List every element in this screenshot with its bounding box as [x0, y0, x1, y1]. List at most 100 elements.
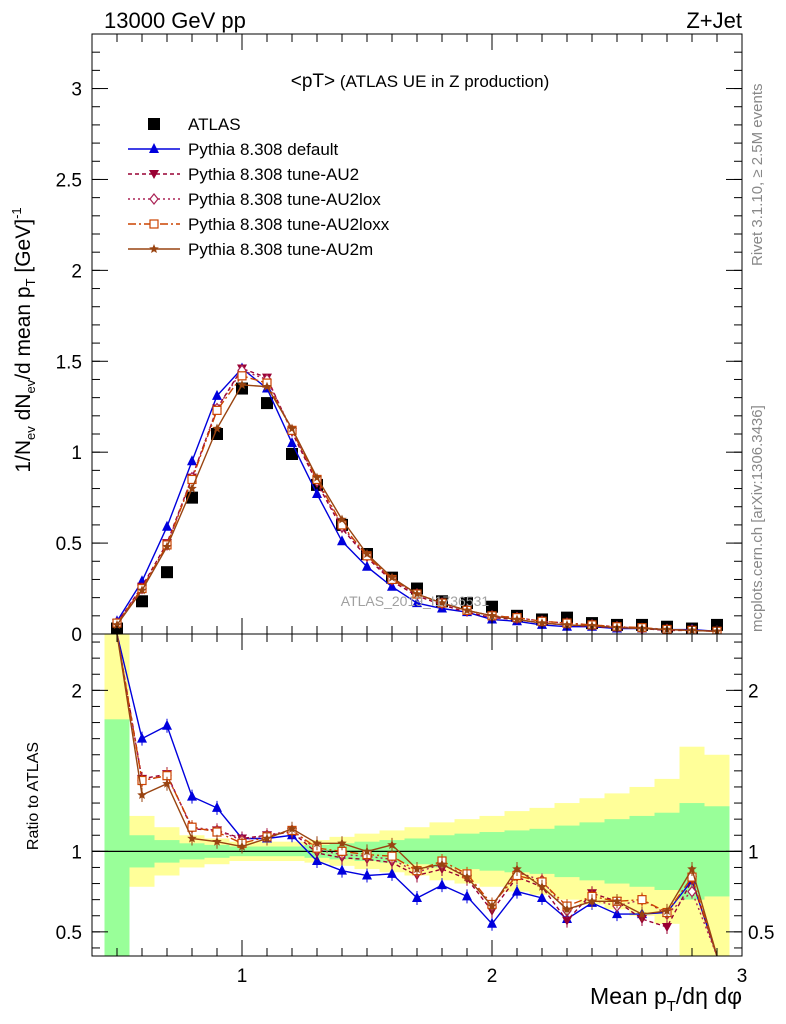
- ratio-x-tick-label: 3: [737, 966, 748, 987]
- legend-label-au2m: Pythia 8.308 tune-AU2m: [188, 240, 373, 259]
- ratio-y-axis-label: Ratio to ATLAS: [25, 742, 42, 850]
- legend-entry-au2m: Pythia 8.308 tune-AU2m: [128, 240, 373, 259]
- mcplots-reference-label: mcplots.cern.ch [arXiv:1306.3436]: [749, 405, 766, 632]
- ratio-point-default: [462, 890, 472, 901]
- ratio-point-au2m: [412, 864, 422, 874]
- legend-label-atlas: ATLAS: [188, 115, 241, 134]
- ratio-series-au2m: [116, 634, 718, 956]
- data-point-default: [162, 520, 172, 531]
- main-y-tick-label: 0: [71, 625, 82, 646]
- x-axis-label: Mean pT/dη dφ: [590, 983, 742, 1015]
- legend-marker-default: [149, 143, 159, 153]
- data-point-default: [362, 560, 372, 571]
- data-point-atlas: [136, 595, 148, 608]
- ratio-y-tick-label-right: 0.5: [748, 923, 774, 944]
- data-point-au2m: [437, 598, 447, 608]
- ratio-point-au2m: [262, 833, 272, 843]
- ratio-y-tick-label-right: 2: [748, 681, 759, 702]
- ratio-point-au2loxx: [637, 895, 647, 905]
- data-point-default: [287, 437, 297, 448]
- main-y-axis-label: 1/Nev dNev/d mean pT [GeV]-1: [9, 207, 38, 472]
- ratio-point-default: [512, 885, 522, 896]
- legend-entry-au2: Pythia 8.308 tune-AU2: [128, 165, 359, 184]
- ratio-point-au2m: [337, 838, 347, 848]
- data-point-au2m: [287, 423, 297, 433]
- ratio-data: [92, 634, 742, 956]
- main-y-tick-label: 2: [71, 261, 82, 282]
- ratio-point-default: [162, 719, 172, 730]
- legend-label-au2lox: Pythia 8.308 tune-AU2lox: [188, 190, 381, 209]
- ratio-point-au2m: [162, 778, 172, 788]
- ratio-y-tick-label: 2: [71, 681, 82, 702]
- uncertainty-band-inner: [104, 719, 130, 956]
- ratio-point-au2m: [137, 790, 147, 799]
- legend-label-au2loxx: Pythia 8.308 tune-AU2loxx: [188, 215, 390, 234]
- ratio-y-tick-label: 1: [71, 842, 82, 863]
- ratio-point-au2lox: [687, 885, 697, 898]
- ratio-point-au2loxx: [187, 822, 197, 832]
- data-point-au2m: [262, 381, 272, 391]
- ratio-point-au2m: [212, 836, 222, 846]
- legend-label-au2: Pythia 8.308 tune-AU2: [188, 165, 359, 184]
- data-point-au2m: [162, 541, 172, 551]
- data-point-atlas: [161, 566, 173, 579]
- ratio-point-au2m: [437, 859, 447, 869]
- ratio-series-default: [116, 634, 718, 956]
- data-point-au2loxx: [337, 520, 347, 530]
- data-point-au2m: [237, 379, 247, 389]
- rivet-version-label: Rivet 3.1.10, ≥ 2.5M events: [749, 84, 766, 267]
- ratio-y-tick-label-right: 1: [748, 842, 759, 863]
- header-process-label: Z+Jet: [686, 8, 742, 33]
- ratio-point-au2m: [637, 909, 647, 919]
- data-point-default: [312, 488, 322, 498]
- data-point-au2m: [462, 605, 472, 615]
- ratio-point-default: [387, 867, 397, 878]
- data-point-au2m: [337, 514, 347, 524]
- ratio-point-au2m: [487, 901, 497, 911]
- legend-marker-atlas: [148, 118, 160, 130]
- ratio-point-au2loxx: [137, 775, 147, 786]
- ratio-point-default: [187, 790, 197, 801]
- ratio-point-au2m: [462, 872, 472, 882]
- data-point-au2m: [487, 610, 497, 620]
- data-point-au2m: [387, 572, 397, 582]
- analysis-watermark: ATLAS_2019_I1736531: [341, 593, 490, 609]
- data-point-atlas: [286, 448, 298, 460]
- ratio-point-au2m: [187, 833, 197, 843]
- legend-marker-au2lox: [149, 193, 159, 205]
- ratio-point-au2m: [687, 864, 697, 874]
- data-point-atlas: [261, 397, 273, 410]
- legend: ATLAS Pythia 8.308 default Pythia 8.308 tu…: [128, 115, 390, 259]
- legend-entry-au2loxx: Pythia 8.308 tune-AU2loxx: [128, 215, 390, 234]
- main-y-tick-label: 1: [71, 443, 82, 464]
- ratio-x-tick-label: 2: [487, 966, 498, 987]
- main-y-tick-label: 1.5: [56, 352, 82, 373]
- data-point-default: [337, 535, 347, 546]
- main-y-tick-label: 3: [71, 80, 82, 101]
- data-point-au2m: [187, 483, 197, 493]
- legend-marker-au2m: [149, 244, 159, 253]
- data-point-au2m: [412, 589, 422, 598]
- ratio-x-tick-label: 1: [237, 966, 248, 987]
- data-point-au2m: [112, 619, 122, 629]
- ratio-point-default: [437, 879, 447, 890]
- plot-title-main: <pT>: [291, 71, 335, 92]
- ratio-point-default: [362, 869, 372, 880]
- ratio-point-au2m: [587, 896, 597, 906]
- ratio-point-au2m: [562, 904, 572, 914]
- plot-title-sub: (ATLAS UE in Z production): [340, 72, 549, 91]
- main-plot: 0 0.5 1 1.5 2 2.5 3: [56, 33, 743, 646]
- ratio-plot: 0.5 0.5 1 1 2 2 1 2 3: [56, 633, 774, 987]
- ratio-point-au2: [662, 923, 672, 933]
- data-point-default: [187, 455, 197, 466]
- data-point-au2loxx: [212, 405, 222, 415]
- ratio-point-default: [612, 908, 622, 919]
- data-point-au2m: [312, 472, 322, 482]
- main-y-tick-label: 0.5: [56, 534, 82, 555]
- ratio-point-default: [487, 917, 497, 928]
- ratio-point-au2m: [312, 838, 322, 848]
- ratio-y-tick-label: 0.5: [56, 923, 82, 944]
- ratio-point-default: [337, 864, 347, 875]
- data-point-au2m: [537, 618, 547, 628]
